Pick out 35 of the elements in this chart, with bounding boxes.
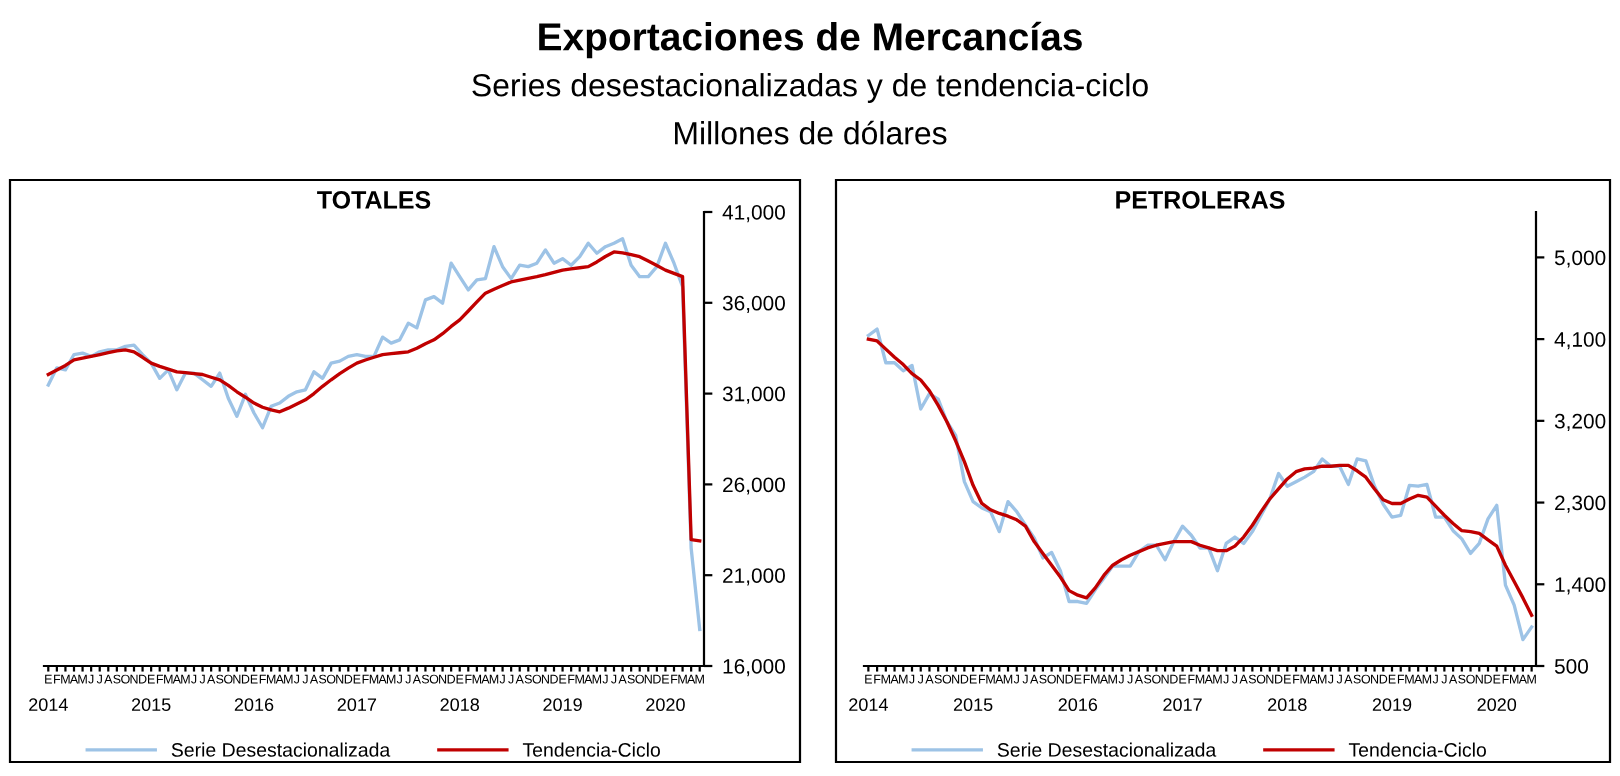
text: Exportaciones de Mercancías Series desestacionalizadas y de tendencia-ciclo Millones de dólares [472,21,1148,145]
y-tick-label: 16,000 [723,659,785,677]
y-tick-label: 5,000 [1554,250,1606,268]
line-series [46,250,702,543]
y-tick-label: 36,000 [722,295,785,314]
text: 2016 [234,698,274,712]
y-tick-label: 41,000 [722,205,785,223]
y-tick-label: 31,000 [722,386,785,404]
text: 2015 [131,698,171,712]
y-tick-label: 4,100 [1554,332,1606,350]
y-tick-label: 21,000 [723,568,785,586]
text: 2019 [543,698,582,712]
y-tick-label: 3,200 [1554,413,1606,432]
legend-label: Serie Desestacionalizada [997,742,1217,757]
y-tick-label: 26,000 [723,477,785,495]
text: 2018 [440,698,480,712]
y-tick-label: 1,400 [1555,577,1606,595]
text: 2014 [849,698,888,712]
text: 2015 [953,698,993,712]
text: 2018 [1268,698,1307,712]
text: 2017 [337,698,377,712]
text: 2019 [1372,698,1412,712]
text: 2016 [1058,698,1098,712]
line-series [46,237,702,632]
text: 2014 [29,698,68,712]
text: 2020 [646,698,685,712]
y-tick-label: 2,300 [1555,495,1606,513]
y-tick-label: 500 [1554,659,1588,674]
legend-label: Tendencia-Ciclo [1348,742,1486,757]
chart-title: TOTALES [317,191,431,209]
chart-title: PETROLERAS [1116,191,1285,209]
legend-label: Tendencia-Ciclo [522,742,660,757]
text: 2017 [1163,698,1202,712]
text: 2020 [1477,698,1517,712]
legend-label: Serie Desestacionalizada [171,742,391,757]
